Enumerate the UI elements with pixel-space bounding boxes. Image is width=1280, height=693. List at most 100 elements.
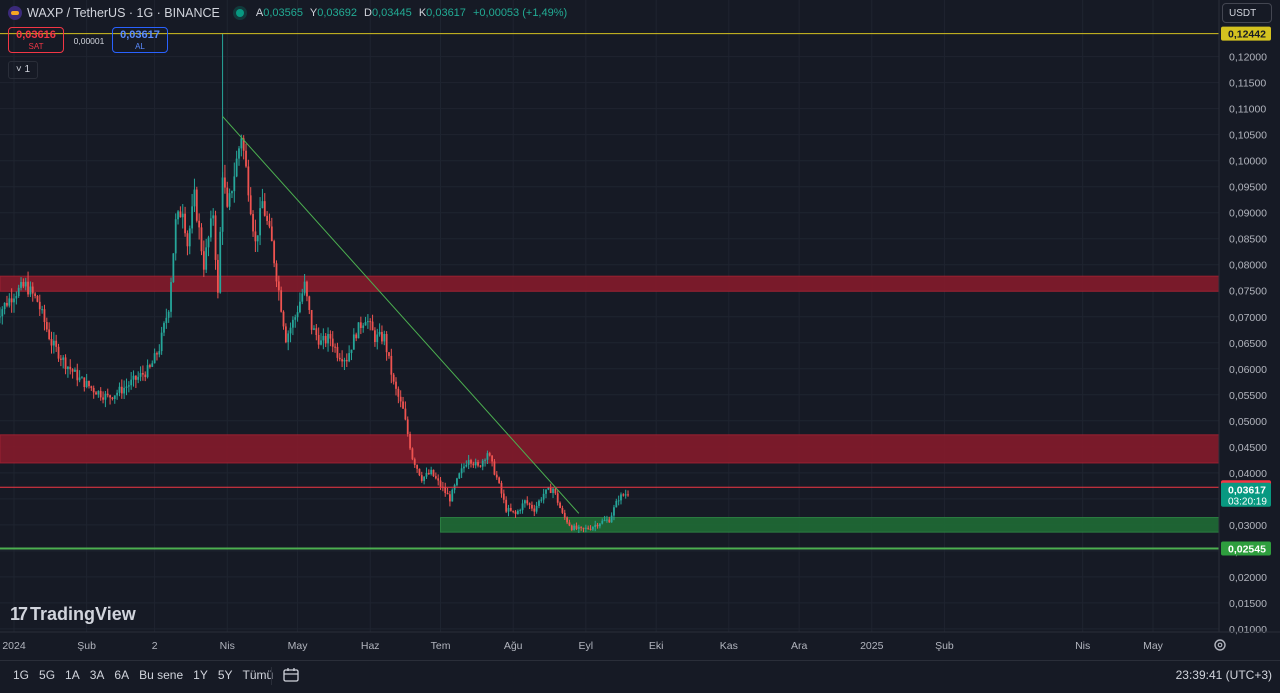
- range-button-8[interactable]: Tümü: [242, 668, 274, 682]
- range-button-3[interactable]: 3A: [89, 668, 105, 682]
- symbol-title[interactable]: WAXP / TetherUS · 1G · BINANCE: [27, 6, 220, 20]
- candle-body: [624, 494, 627, 496]
- candle-body: [64, 357, 67, 370]
- indicators-toggle[interactable]: ˅ 1: [8, 61, 38, 79]
- candle-body: [141, 373, 144, 375]
- market-status-icon[interactable]: [235, 9, 244, 17]
- x-tick-label: Eki: [649, 640, 664, 652]
- candle-body: [509, 507, 512, 511]
- watermark-text: TradingView: [30, 604, 136, 624]
- candle-body: [273, 241, 276, 264]
- range-button-1[interactable]: 5G: [39, 668, 56, 682]
- candle-body: [568, 522, 571, 526]
- candle-body: [216, 259, 219, 293]
- candle-body: [343, 359, 346, 362]
- x-tick-label: Haz: [361, 640, 380, 652]
- candle-body: [458, 473, 461, 479]
- candle-body: [502, 493, 505, 500]
- buy-button[interactable]: 0,03617 AL: [112, 27, 168, 53]
- calendar-goto-icon[interactable]: [282, 667, 300, 683]
- candle-body: [524, 500, 526, 504]
- range-button-4[interactable]: 6A: [114, 668, 130, 682]
- candle-body: [184, 213, 186, 234]
- candle-body: [280, 290, 283, 312]
- candle-body: [270, 226, 273, 242]
- y-tick-label: 0,12000: [1229, 52, 1267, 64]
- candle-body: [599, 523, 601, 527]
- candle-body: [231, 191, 233, 194]
- candle-body: [113, 395, 116, 399]
- range-button-2[interactable]: 1A: [65, 668, 80, 682]
- timezone-clock[interactable]: 23:39:41 (UTC+3): [1175, 668, 1272, 682]
- tradingview-watermark[interactable]: 17 TradingView: [10, 604, 136, 625]
- candle-body: [20, 281, 22, 288]
- candle-body: [97, 390, 100, 395]
- candle-body: [22, 281, 25, 287]
- candle-body: [34, 293, 36, 296]
- close-label: K: [418, 7, 427, 19]
- candle-body: [212, 215, 215, 219]
- candle-body: [214, 215, 217, 260]
- downtrend-line[interactable]: [222, 116, 580, 514]
- candle-body: [409, 434, 411, 449]
- candle-body: [591, 526, 594, 530]
- candle-body: [545, 489, 547, 494]
- candle-body: [465, 464, 468, 467]
- range-button-7[interactable]: 5Y: [217, 668, 233, 682]
- candle-body: [481, 460, 484, 467]
- range-button-0[interactable]: 1G: [13, 668, 30, 682]
- sell-label: SAT: [28, 42, 44, 51]
- sell-button[interactable]: 0,03616 SAT: [8, 27, 64, 53]
- price-chart[interactable]: 0,010000,015000,020000,025000,030000,035…: [0, 0, 1280, 660]
- y-tick-label: 0,05500: [1229, 390, 1267, 402]
- candle-body: [371, 321, 374, 331]
- candle-body: [620, 494, 622, 501]
- tradingview-logo-icon: 17: [10, 604, 28, 624]
- candle-body: [615, 500, 618, 508]
- candle-body: [460, 468, 463, 474]
- candle-body: [446, 493, 449, 495]
- candle-body: [336, 346, 339, 358]
- candle-body: [357, 322, 360, 339]
- y-tick-label: 0,02000: [1229, 572, 1267, 584]
- settings-gear-icon[interactable]: [1213, 638, 1227, 652]
- y-tick-label: 0,10000: [1229, 156, 1267, 168]
- y-tick-label: 0,06500: [1229, 338, 1267, 350]
- candle-body: [3, 302, 6, 310]
- candle-body: [627, 494, 629, 496]
- candle-body: [341, 359, 344, 362]
- ohlc-values: A0,03565 Y0,03692 D0,03445 K0,03617 +0,0…: [256, 7, 571, 19]
- candle-body: [313, 328, 315, 330]
- candle-body: [589, 528, 592, 530]
- candle-body: [191, 206, 194, 229]
- candle-body: [512, 510, 515, 512]
- candle-body: [603, 520, 606, 522]
- candle-body: [526, 500, 529, 504]
- candle-body: [202, 251, 205, 270]
- range-button-6[interactable]: 1Y: [193, 668, 208, 682]
- candle-body: [519, 510, 522, 512]
- candle-body: [177, 211, 179, 220]
- currency-select[interactable]: USDT: [1222, 3, 1272, 23]
- candle-body: [324, 335, 327, 344]
- candle-body: [52, 340, 55, 346]
- x-tick-label: Ağu: [504, 640, 523, 652]
- x-tick-label: Şub: [77, 640, 96, 652]
- candle-body: [570, 525, 573, 530]
- candle-body: [299, 301, 301, 313]
- y-tick-label: 0,10500: [1229, 130, 1267, 142]
- candle-body: [193, 189, 196, 207]
- candle-body: [83, 377, 86, 388]
- candle-body: [423, 476, 426, 481]
- candle-body: [224, 177, 226, 188]
- candle-body: [76, 369, 79, 381]
- candle-body: [610, 515, 613, 523]
- candle-body: [95, 392, 97, 395]
- candle-body: [291, 319, 294, 328]
- range-button-5[interactable]: Bu sene: [139, 668, 184, 682]
- candle-body: [158, 351, 161, 355]
- resistance-zone-0: [0, 275, 1220, 292]
- candle-body: [261, 201, 264, 209]
- candle-body: [582, 527, 585, 529]
- candle-body: [186, 233, 189, 247]
